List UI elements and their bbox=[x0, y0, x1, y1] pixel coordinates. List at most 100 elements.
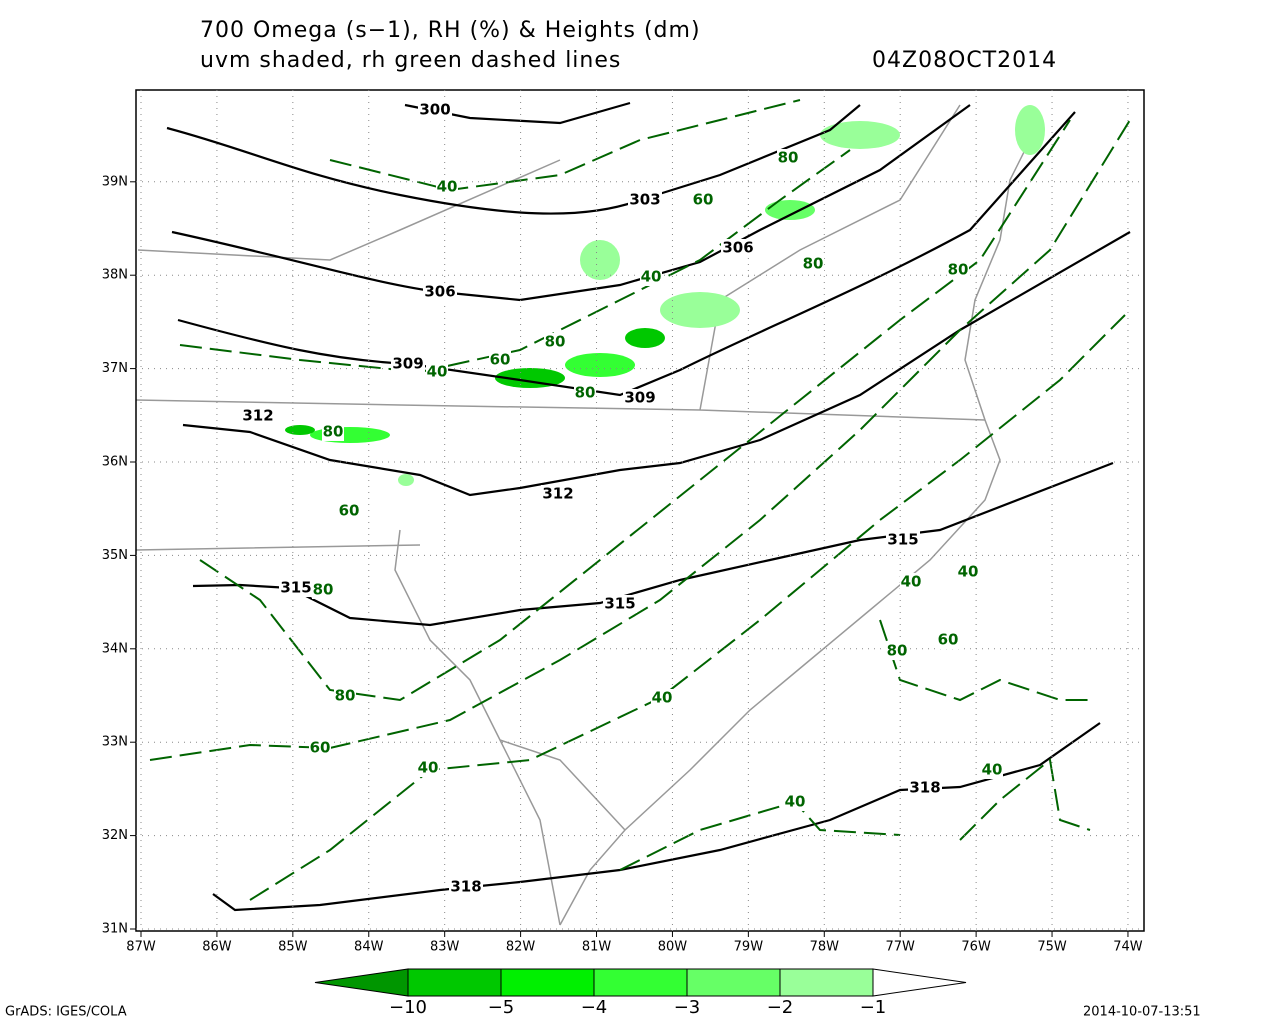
title: 700 Omega (s−1), RH (%) & Heights (dm) bbox=[200, 18, 701, 43]
colorbar-segment bbox=[314, 968, 409, 997]
lon-label: 87W bbox=[126, 940, 156, 955]
height-label: 318 bbox=[909, 779, 940, 797]
lat-label: 32N bbox=[102, 828, 128, 843]
rh-label: 40 bbox=[785, 793, 806, 811]
label-bg bbox=[391, 355, 425, 373]
rh-label: 40 bbox=[982, 761, 1003, 779]
lon-label: 81W bbox=[582, 940, 612, 955]
label-bg bbox=[981, 761, 1003, 779]
height-label: 306 bbox=[424, 283, 455, 301]
footer-right: 2014-10-07-13:51 bbox=[1083, 1005, 1201, 1020]
label-bg bbox=[334, 687, 356, 705]
colorbar-label: −1 bbox=[860, 997, 887, 1018]
subtitle: uvm shaded, rh green dashed lines bbox=[200, 48, 621, 73]
rh-label: 40 bbox=[641, 268, 662, 286]
colorbar-label: −5 bbox=[488, 997, 515, 1018]
lon-label: 80W bbox=[658, 940, 688, 955]
rh-label: 80 bbox=[335, 687, 356, 705]
label-bg bbox=[541, 485, 575, 503]
height-label: 315 bbox=[887, 531, 918, 549]
rh-label: 80 bbox=[887, 642, 908, 660]
lon-label: 85W bbox=[278, 940, 308, 955]
lon-label: 83W bbox=[430, 940, 460, 955]
label-bg bbox=[937, 631, 959, 649]
rh-label: 40 bbox=[418, 759, 439, 777]
rh-label: 60 bbox=[693, 191, 714, 209]
label-bg bbox=[721, 239, 755, 257]
label-bg bbox=[574, 384, 596, 402]
rh-label: 80 bbox=[948, 261, 969, 279]
rh-label: 60 bbox=[339, 502, 360, 520]
label-bg bbox=[544, 333, 566, 351]
label-bg bbox=[603, 595, 637, 613]
label-bg bbox=[423, 283, 457, 301]
colorbar-label: −10 bbox=[389, 997, 427, 1018]
rh-label: 60 bbox=[938, 631, 959, 649]
lat-label: 31N bbox=[102, 922, 128, 937]
label-bg bbox=[418, 101, 452, 119]
label-bg bbox=[338, 502, 360, 520]
label-bg bbox=[957, 563, 979, 581]
rh-label: 40 bbox=[427, 363, 448, 381]
label-bg bbox=[436, 178, 458, 196]
height-label: 315 bbox=[280, 579, 311, 597]
rh-label: 40 bbox=[652, 689, 673, 707]
label-bg bbox=[640, 268, 662, 286]
lon-label: 78W bbox=[810, 940, 840, 955]
colorbar-segment bbox=[686, 968, 781, 997]
label-bg bbox=[777, 149, 799, 167]
rh-label: 80 bbox=[545, 333, 566, 351]
height-label: 309 bbox=[392, 355, 423, 373]
height-contours bbox=[166, 101, 1131, 912]
height-label: 318 bbox=[450, 878, 481, 896]
rh-label: 40 bbox=[437, 178, 458, 196]
label-bg bbox=[241, 407, 275, 425]
label-bg bbox=[417, 759, 439, 777]
lon-label: 74W bbox=[1113, 940, 1143, 955]
label-bg bbox=[322, 423, 344, 441]
state-border bbox=[135, 104, 986, 926]
lon-label: 75W bbox=[1037, 940, 1067, 955]
height-label: 303 bbox=[629, 191, 660, 209]
lon-label: 84W bbox=[354, 940, 384, 955]
rh-label: 80 bbox=[778, 149, 799, 167]
plot-frame bbox=[135, 89, 1145, 932]
colorbar-segment bbox=[407, 968, 502, 997]
lat-label: 37N bbox=[102, 361, 128, 376]
label-bg bbox=[279, 579, 313, 597]
uvm-shading bbox=[285, 105, 1045, 486]
rh-label: 60 bbox=[490, 351, 511, 369]
colorbar-label: −3 bbox=[674, 997, 701, 1018]
height-label: 312 bbox=[542, 485, 573, 503]
lat-label: 33N bbox=[102, 735, 128, 750]
lat-label: 34N bbox=[102, 641, 128, 656]
colorbar-segment bbox=[779, 968, 874, 997]
lon-label: 76W bbox=[961, 940, 991, 955]
label-bg bbox=[426, 363, 448, 381]
height-label: 309 bbox=[624, 389, 655, 407]
label-bg bbox=[489, 351, 511, 369]
lon-label: 77W bbox=[885, 940, 915, 955]
colorbar-segment bbox=[500, 968, 595, 997]
rh-label: 80 bbox=[313, 581, 334, 599]
label-bg bbox=[908, 779, 942, 797]
rh-label: 80 bbox=[575, 384, 596, 402]
height-label: 300 bbox=[419, 101, 450, 119]
lat-label: 36N bbox=[102, 455, 128, 470]
height-label: 315 bbox=[604, 595, 635, 613]
map-layer bbox=[135, 99, 1131, 926]
colorbar-segment bbox=[872, 968, 967, 997]
colorbar-label: −4 bbox=[581, 997, 608, 1018]
label-bg bbox=[886, 531, 920, 549]
footer-left: GrADS: IGES/COLA bbox=[5, 1005, 127, 1020]
label-bg bbox=[623, 389, 657, 407]
dynamic-layer: 87W 86W 85W 84W 83W 82W 81W 80W 79W 78W 77W 76W 75W 7… bbox=[102, 90, 1144, 1018]
colorbar-segment bbox=[593, 968, 688, 997]
label-bg bbox=[947, 261, 969, 279]
height-label: 306 bbox=[722, 239, 753, 257]
rh-label: 80 bbox=[323, 423, 344, 441]
lat-label: 35N bbox=[102, 548, 128, 563]
lon-label: 86W bbox=[202, 940, 232, 955]
timestamp: 04Z08OCT2014 bbox=[872, 48, 1057, 73]
